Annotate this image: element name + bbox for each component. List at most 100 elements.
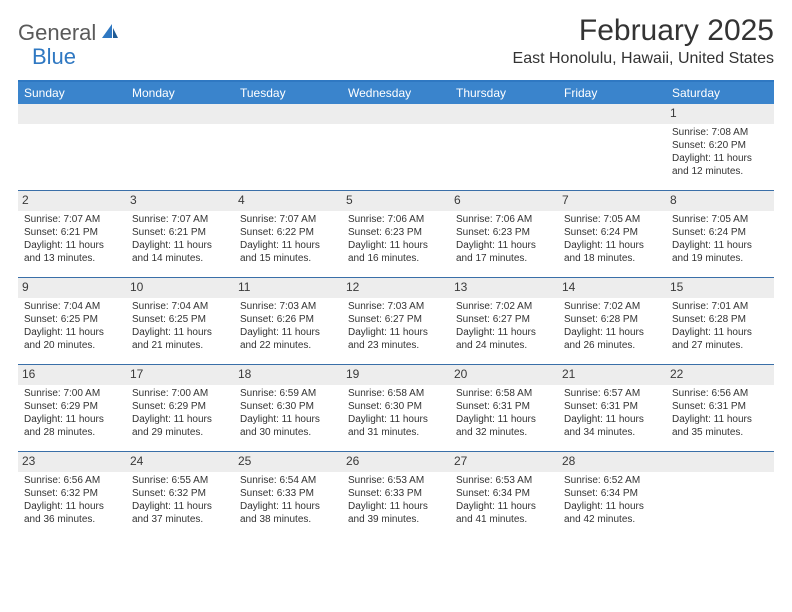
sunrise-text: Sunrise: 7:07 AM [24, 213, 122, 226]
daylight-line1: Daylight: 11 hours [348, 413, 446, 426]
daylight-line1: Daylight: 11 hours [564, 500, 662, 513]
day-number: 17 [126, 365, 234, 385]
daylight-line2: and 17 minutes. [456, 252, 554, 265]
day-10: 10Sunrise: 7:04 AMSunset: 6:25 PMDayligh… [126, 278, 234, 364]
daylight-line2: and 26 minutes. [564, 339, 662, 352]
day-number: 5 [342, 191, 450, 211]
sunrise-text: Sunrise: 7:07 AM [132, 213, 230, 226]
day-number: 12 [342, 278, 450, 298]
sunset-text: Sunset: 6:30 PM [240, 400, 338, 413]
daylight-line2: and 39 minutes. [348, 513, 446, 526]
daylight-line2: and 38 minutes. [240, 513, 338, 526]
sunrise-text: Sunrise: 6:58 AM [456, 387, 554, 400]
daylight-line1: Daylight: 11 hours [348, 326, 446, 339]
daylight-line2: and 32 minutes. [456, 426, 554, 439]
daylight-line1: Daylight: 11 hours [24, 413, 122, 426]
sunrise-text: Sunrise: 7:00 AM [24, 387, 122, 400]
sunset-text: Sunset: 6:32 PM [132, 487, 230, 500]
daylight-line1: Daylight: 11 hours [672, 326, 770, 339]
daylight-line2: and 19 minutes. [672, 252, 770, 265]
sunrise-text: Sunrise: 6:56 AM [672, 387, 770, 400]
sunset-text: Sunset: 6:30 PM [348, 400, 446, 413]
daylight-line1: Daylight: 11 hours [348, 239, 446, 252]
calendar-grid: SundayMondayTuesdayWednesdayThursdayFrid… [18, 80, 774, 538]
sunrise-text: Sunrise: 6:53 AM [456, 474, 554, 487]
day-number: 6 [450, 191, 558, 211]
sunset-text: Sunset: 6:29 PM [132, 400, 230, 413]
sunrise-text: Sunrise: 7:06 AM [348, 213, 446, 226]
day-number: 27 [450, 452, 558, 472]
day-number: 10 [126, 278, 234, 298]
daylight-line1: Daylight: 11 hours [564, 326, 662, 339]
sunset-text: Sunset: 6:25 PM [24, 313, 122, 326]
sunrise-text: Sunrise: 7:05 AM [672, 213, 770, 226]
weeks-container: 1 Sunrise: 7:08 AMSunset: 6:20 PM Daylight… [18, 104, 774, 538]
daylight-line1: Daylight: 11 hours [132, 326, 230, 339]
day-4: 4Sunrise: 7:07 AMSunset: 6:22 PMDaylight… [234, 191, 342, 277]
day-1: 1Sunrise: 7:08 AMSunset: 6:20 PMDaylight… [666, 104, 774, 190]
sunrise-text: Sunrise: 7:02 AM [564, 300, 662, 313]
day-empty [342, 104, 450, 190]
sunrise-text: Sunrise: 7:05 AM [564, 213, 662, 226]
daylight-line1: Daylight: 11 hours [456, 239, 554, 252]
daylight-line2: and 29 minutes. [132, 426, 230, 439]
sunset-text: Sunset: 6:20 PM [672, 139, 770, 152]
day-15: 15Sunrise: 7:01 AMSunset: 6:28 PMDayligh… [666, 278, 774, 364]
sunset-text: Sunset: 6:21 PM [132, 226, 230, 239]
day-empty [450, 104, 558, 190]
daylight-line2: and 13 minutes. [24, 252, 122, 265]
daylight-line2: and 12 minutes. [672, 165, 770, 178]
daylight-line1: Daylight: 11 hours [132, 239, 230, 252]
brand-logo: General [18, 20, 122, 46]
sunset-text: Sunset: 6:31 PM [672, 400, 770, 413]
daylight-line1: Daylight: 11 hours [132, 500, 230, 513]
day-number [18, 104, 126, 124]
sunset-text: Sunset: 6:23 PM [456, 226, 554, 239]
daylight-line1: Daylight: 11 hours [456, 326, 554, 339]
day-number [342, 104, 450, 124]
brand-part2: Blue [32, 44, 76, 69]
sunset-text: Sunset: 6:25 PM [132, 313, 230, 326]
sunset-text: Sunset: 6:34 PM [456, 487, 554, 500]
sunset-text: Sunset: 6:28 PM [672, 313, 770, 326]
dow-tuesday: Tuesday [234, 82, 342, 104]
daylight-line2: and 14 minutes. [132, 252, 230, 265]
day-number: 25 [234, 452, 342, 472]
day-6: 6Sunrise: 7:06 AMSunset: 6:23 PMDaylight… [450, 191, 558, 277]
sunrise-text: Sunrise: 6:53 AM [348, 474, 446, 487]
week-row: 9Sunrise: 7:04 AMSunset: 6:25 PMDaylight… [18, 277, 774, 364]
sunset-text: Sunset: 6:28 PM [564, 313, 662, 326]
sunset-text: Sunset: 6:26 PM [240, 313, 338, 326]
sunset-text: Sunset: 6:23 PM [348, 226, 446, 239]
daylight-line2: and 18 minutes. [564, 252, 662, 265]
day-25: 25Sunrise: 6:54 AMSunset: 6:33 PMDayligh… [234, 452, 342, 538]
dow-monday: Monday [126, 82, 234, 104]
day-number [558, 104, 666, 124]
daylight-line2: and 20 minutes. [24, 339, 122, 352]
sunset-text: Sunset: 6:33 PM [348, 487, 446, 500]
daylight-line1: Daylight: 11 hours [240, 326, 338, 339]
day-number: 8 [666, 191, 774, 211]
day-number: 1 [666, 104, 774, 124]
day-number: 4 [234, 191, 342, 211]
daylight-line2: and 15 minutes. [240, 252, 338, 265]
day-empty [666, 452, 774, 538]
day-number [450, 104, 558, 124]
sunrise-text: Sunrise: 7:03 AM [240, 300, 338, 313]
day-13: 13Sunrise: 7:02 AMSunset: 6:27 PMDayligh… [450, 278, 558, 364]
sail-icon [100, 22, 120, 45]
day-number: 16 [18, 365, 126, 385]
day-24: 24Sunrise: 6:55 AMSunset: 6:32 PMDayligh… [126, 452, 234, 538]
daylight-line1: Daylight: 11 hours [672, 413, 770, 426]
day-8: 8Sunrise: 7:05 AMSunset: 6:24 PMDaylight… [666, 191, 774, 277]
day-number: 7 [558, 191, 666, 211]
sunrise-text: Sunrise: 7:03 AM [348, 300, 446, 313]
sunrise-text: Sunrise: 7:08 AM [672, 126, 770, 139]
daylight-line1: Daylight: 11 hours [564, 239, 662, 252]
sunset-text: Sunset: 6:27 PM [456, 313, 554, 326]
dow-friday: Friday [558, 82, 666, 104]
daylight-line2: and 42 minutes. [564, 513, 662, 526]
daylight-line1: Daylight: 11 hours [24, 326, 122, 339]
daylight-line2: and 41 minutes. [456, 513, 554, 526]
day-number [234, 104, 342, 124]
